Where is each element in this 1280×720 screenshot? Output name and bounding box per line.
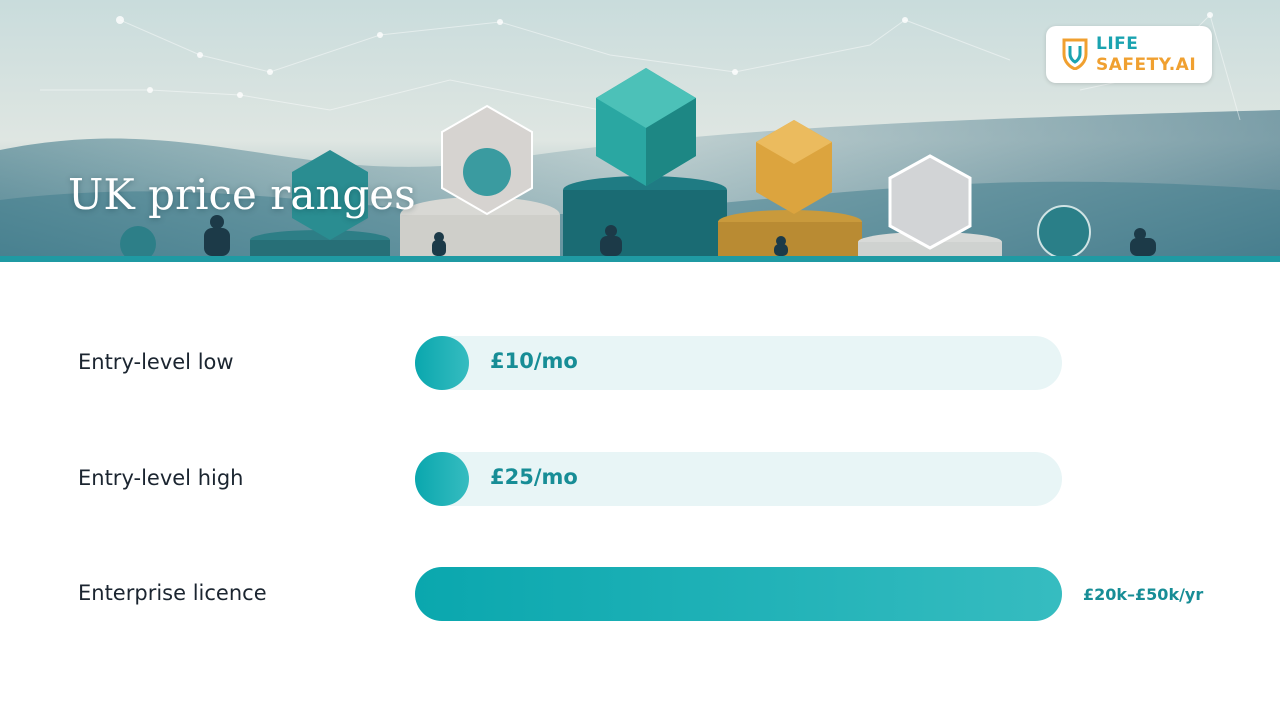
row-value: £10/mo [490,349,578,373]
row-value: £20k–£50k/yr [1083,585,1204,604]
bar-fill [415,336,469,390]
price-row: Entry-level low £10/mo [0,336,1280,390]
row-label: Entry-level low [78,350,234,374]
bar-fill [415,567,1062,621]
slide-title: UK price ranges [68,170,416,219]
logo-shield [1062,38,1088,70]
logo-text: SAFETY.AI [1096,55,1197,75]
bar-track [415,567,1062,621]
logo: LIFE SAFETY.AI [1046,26,1212,83]
bar-fill [415,452,469,506]
header-banner: UK price ranges LIFE SAFETY.AI [0,0,1280,256]
row-label: Enterprise licence [78,581,267,605]
row-label: Entry-level high [78,466,244,490]
logo-text: LIFE [1096,34,1139,54]
bar-track: £10/mo [415,336,1062,390]
price-row: Enterprise licence £20k–£50k/yr [0,567,1280,621]
row-value: £25/mo [490,465,578,489]
header-rule [0,256,1280,262]
price-row: Entry-level high £25/mo [0,452,1280,506]
bar-track: £25/mo [415,452,1062,506]
